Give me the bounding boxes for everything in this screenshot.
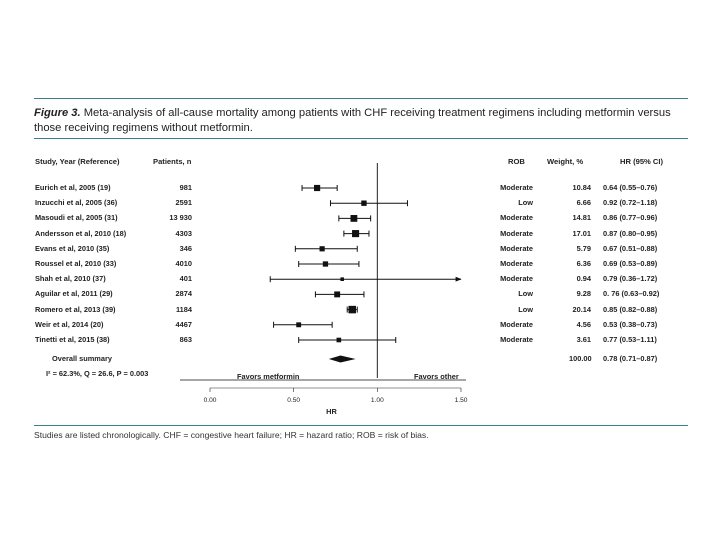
hr-point (322, 261, 329, 267)
figure-label: Figure 3. (34, 107, 81, 119)
header-hr: HR (95% CI) (620, 157, 664, 166)
weight-value: 4.56 (576, 319, 591, 329)
hr-point (296, 322, 302, 328)
patients-count: 863 (179, 335, 192, 344)
hr-ci-value: 0.92 (0.72–1.18) (603, 198, 658, 208)
patients-count: 1184 (175, 304, 192, 314)
favors-metformin-label: Favors metformin (237, 372, 300, 381)
patients-count: 401 (179, 274, 192, 284)
patients-count: 2591 (175, 198, 192, 208)
x-axis-label: HR (326, 407, 337, 416)
heterogeneity-stats: I² = 62.3%, Q = 26.6, P = 0.003 (46, 369, 149, 378)
overall-diamond (328, 355, 356, 363)
header-patients: Patients, n (153, 157, 192, 166)
hr-point (340, 277, 344, 281)
study-name: Andersson et al, 2010 (18) (35, 228, 127, 238)
patients-count: 4010 (175, 259, 192, 268)
overall-summary-label: Overall summary (52, 354, 112, 363)
hr-point (314, 184, 321, 192)
x-tick-label: 0.50 (287, 397, 300, 404)
study-name: Aguilar et al, 2011 (29) (35, 289, 113, 299)
hr-ci-value: 0.86 (0.77–0.96) (603, 213, 658, 223)
study-name: Weir et al, 2014 (20) (35, 319, 104, 329)
rob-value: Low (518, 304, 533, 314)
hr-point (319, 246, 325, 252)
study-name: Eurich et al, 2005 (19) (35, 183, 111, 192)
weight-value: 6.66 (576, 198, 591, 208)
figure-caption: Figure 3. Meta-analysis of all-cause mor… (34, 106, 684, 135)
rob-value: Moderate (500, 259, 533, 268)
header-rob: ROB (508, 157, 525, 166)
patients-count: 2874 (175, 289, 192, 299)
weight-value: 14.81 (572, 213, 592, 223)
rob-value: Moderate (500, 243, 533, 253)
hr-ci-value: 0.79 (0.36–1.72) (603, 274, 658, 284)
hr-ci-value: 0.87 (0.80–0.95) (603, 228, 658, 238)
rob-value: Moderate (500, 335, 533, 344)
rob-value: Low (518, 198, 533, 208)
bottom-rule (34, 425, 688, 426)
weight-value: 3.61 (576, 335, 591, 344)
hr-point (334, 291, 341, 298)
weight-value: 20.14 (572, 304, 592, 314)
weight-value: 5.79 (576, 243, 591, 253)
study-name: Shah et al, 2010 (37) (35, 274, 106, 284)
study-name: Evans et al, 2010 (35) (35, 243, 110, 253)
weight-value: 17.01 (572, 228, 592, 238)
patients-count: 13 930 (169, 213, 192, 223)
hr-point (361, 200, 367, 206)
study-name: Tinetti et al, 2015 (38) (35, 335, 110, 344)
header-weight: Weight, % (547, 157, 584, 166)
hr-ci-value: 0.77 (0.53–1.11) (603, 335, 657, 344)
study-name: Romero et al, 2013 (39) (35, 304, 116, 314)
study-name: Masoudi et al, 2005 (31) (35, 213, 118, 223)
patients-count: 981 (179, 183, 192, 192)
hr-ci-value: 0.85 (0.82–0.88) (603, 304, 658, 314)
hr-ci-value: 0.69 (0.53–0.89) (603, 259, 658, 268)
study-name: Inzucchi et al, 2005 (36) (35, 198, 118, 208)
weight-value: 6.36 (576, 259, 591, 268)
weight-value: 9.28 (576, 289, 591, 299)
x-tick-label: 0.00 (204, 397, 217, 404)
rob-value: Moderate (500, 228, 533, 238)
rob-value: Low (518, 289, 533, 299)
figure-title: Meta-analysis of all-cause mortality amo… (34, 107, 671, 134)
weight-value: 10.84 (572, 183, 592, 192)
x-tick-label: 1.50 (455, 397, 468, 404)
caption-rule (34, 138, 688, 139)
overall-hr: 0.78 (0.71–0.87) (603, 354, 658, 363)
rob-value: Moderate (500, 183, 533, 192)
patients-count: 4303 (175, 228, 192, 238)
hr-point (348, 305, 356, 314)
favors-other-label: Favors other (414, 372, 459, 381)
hr-ci-value: 0. 76 (0.63–0.92) (603, 289, 660, 299)
hr-ci-value: 0.64 (0.55–0.76) (603, 183, 658, 192)
footnote: Studies are listed chronologically. CHF … (34, 430, 429, 440)
hr-point (336, 337, 342, 343)
hr-ci-value: 0.67 (0.51–0.88) (603, 243, 658, 253)
overall-weight: 100.00 (569, 354, 592, 363)
patients-count: 4467 (175, 319, 192, 329)
hr-point (352, 230, 360, 238)
rob-value: Moderate (500, 213, 533, 223)
x-tick-label: 1.00 (371, 397, 384, 404)
rob-value: Moderate (500, 274, 533, 284)
top-rule (34, 98, 688, 99)
rob-value: Moderate (500, 319, 533, 329)
patients-count: 346 (179, 243, 192, 253)
header-study: Study, Year (Reference) (35, 157, 120, 166)
hr-point (350, 215, 358, 222)
hr-ci-value: 0.53 (0.38–0.73) (603, 319, 658, 329)
weight-value: 0.94 (576, 274, 591, 284)
study-name: Roussel et al, 2010 (33) (35, 259, 117, 268)
